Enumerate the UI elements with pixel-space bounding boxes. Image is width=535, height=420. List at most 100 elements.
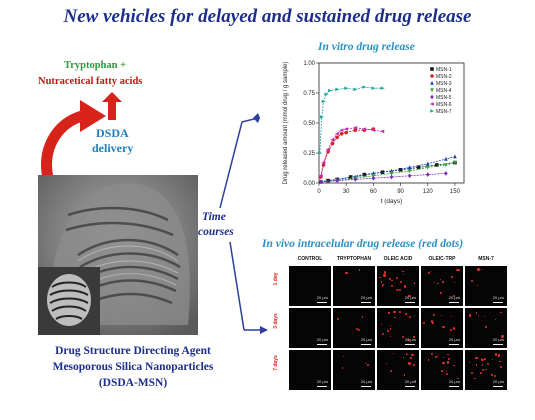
y-axis-label: Drug released amount (mmol drug / g samp… xyxy=(283,62,289,185)
red-dot xyxy=(342,355,345,357)
red-dot xyxy=(447,360,450,363)
in-vivo-title: In vivo intracelular drug release (red d… xyxy=(262,238,464,250)
red-dot xyxy=(501,335,504,338)
data-point xyxy=(348,175,353,179)
red-dot xyxy=(484,325,487,328)
red-dot xyxy=(433,281,435,284)
in-vivo-grid: CONTROL TRYPTOPHAN OLEIC ACID OLEIC-TRP MSN-… xyxy=(266,256,516,406)
red-dot xyxy=(427,272,430,275)
red-dot xyxy=(391,285,394,288)
data-point xyxy=(353,177,358,182)
red-dot xyxy=(387,330,389,333)
scale-bar-label: 20 µm xyxy=(448,337,460,342)
red-dot xyxy=(423,321,426,324)
red-dot xyxy=(391,280,393,282)
scale-bar-label: 20 µm xyxy=(492,295,504,300)
data-point xyxy=(352,126,358,130)
caption-line-2: Mesoporous Silica Nanoparticles xyxy=(52,361,214,373)
data-point xyxy=(330,138,335,142)
scale-bar xyxy=(449,302,459,303)
red-dot xyxy=(500,311,502,314)
scale-bar-label: 20 µm xyxy=(316,295,328,300)
red-dot xyxy=(442,356,445,359)
red-dot xyxy=(481,358,484,361)
red-dot xyxy=(430,353,433,356)
scale-bar-label: 20 µm xyxy=(360,379,372,384)
column-header: CONTROL xyxy=(297,256,323,262)
micrograph-cell: 20 µm xyxy=(333,266,375,306)
dsda-label: DSDA xyxy=(96,126,129,140)
legend-label: MSN-6 xyxy=(436,102,452,108)
red-dot xyxy=(361,316,364,318)
red-dot xyxy=(453,364,455,366)
red-dot xyxy=(389,335,391,337)
red-dot xyxy=(480,268,482,270)
red-dot xyxy=(476,364,478,366)
x-tick-label: 120 xyxy=(423,189,434,195)
data-point xyxy=(389,174,394,180)
red-dot xyxy=(490,373,493,376)
series-line xyxy=(320,156,456,183)
y-tick-label: 0.00 xyxy=(303,181,315,187)
scale-bar xyxy=(317,344,327,345)
y-tick-label: 0.50 xyxy=(303,121,315,127)
red-dot xyxy=(494,318,496,320)
red-dot xyxy=(441,325,445,329)
red-dot xyxy=(409,315,412,319)
scale-bar xyxy=(493,386,503,387)
data-point xyxy=(430,80,434,85)
data-point xyxy=(318,151,323,155)
data-point xyxy=(325,147,330,152)
red-dot xyxy=(367,363,370,366)
red-dot xyxy=(388,312,390,314)
legend-label: MSN-2 xyxy=(436,74,452,80)
row-header: 3 days xyxy=(273,313,279,329)
x-tick-label: 30 xyxy=(343,189,350,195)
red-dot xyxy=(364,363,367,365)
time-label: Time xyxy=(202,211,226,223)
red-dot xyxy=(414,282,416,284)
data-point xyxy=(362,172,367,177)
micrograph-cell: 20 µm xyxy=(377,266,419,306)
red-dot xyxy=(457,377,460,380)
red-dot xyxy=(441,370,444,372)
data-point xyxy=(444,163,448,168)
data-point xyxy=(321,160,326,165)
data-point xyxy=(371,128,376,132)
y-tick-label: 0.75 xyxy=(303,91,315,97)
red-dot xyxy=(411,353,414,356)
data-point xyxy=(407,169,412,174)
legend-label: MSN-4 xyxy=(436,88,452,94)
data-point xyxy=(425,172,430,177)
red-dot xyxy=(456,269,459,272)
micrograph-cell: 20 µm xyxy=(421,308,463,348)
red-dot xyxy=(442,281,444,283)
red-dot xyxy=(436,355,438,357)
column-header: OLEIC-TRP xyxy=(428,256,456,262)
micrograph-cell: 20 µm xyxy=(333,308,375,348)
red-dot xyxy=(483,315,485,317)
data-point xyxy=(344,130,348,135)
data-point xyxy=(321,99,326,104)
scale-bar-label: 20 µm xyxy=(492,337,504,342)
red-dot xyxy=(407,339,410,341)
red-dot xyxy=(477,284,479,286)
red-dot xyxy=(402,273,405,276)
red-dot xyxy=(484,358,487,361)
red-dot xyxy=(437,354,439,356)
red-dot xyxy=(393,310,396,314)
red-dot xyxy=(427,358,430,361)
red-dot xyxy=(439,278,441,280)
column-header: MSN-7 xyxy=(478,256,494,262)
data-point xyxy=(453,160,457,165)
red-dot xyxy=(380,323,383,326)
scale-bar xyxy=(361,302,371,303)
micrograph-cell: 20 µm xyxy=(421,350,463,390)
red-dot xyxy=(345,271,348,275)
row-header: 1 day xyxy=(273,272,279,286)
red-dot xyxy=(405,313,407,315)
data-point xyxy=(430,94,434,100)
scale-bar xyxy=(405,386,415,387)
scale-bar xyxy=(405,344,415,345)
red-dot xyxy=(402,356,405,358)
